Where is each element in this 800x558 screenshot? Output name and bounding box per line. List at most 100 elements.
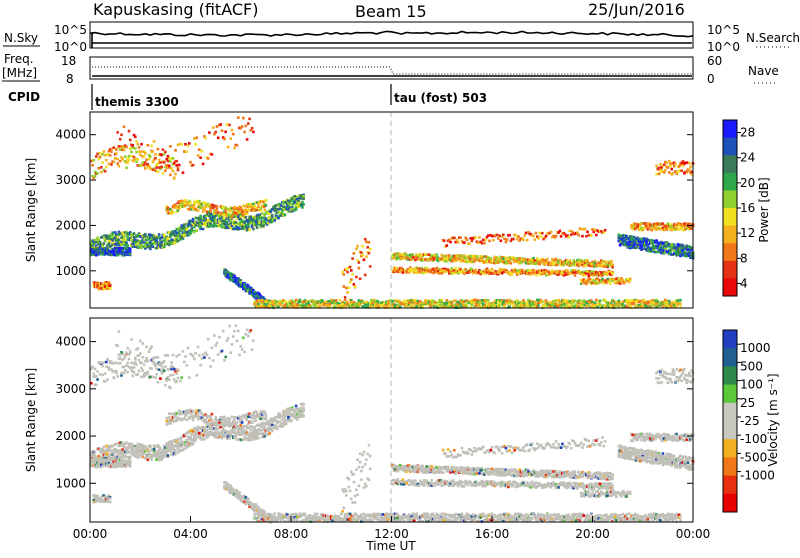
echo-cell bbox=[446, 244, 449, 247]
echo-cell bbox=[242, 117, 245, 120]
echo-cell bbox=[198, 200, 201, 203]
echo-cell bbox=[522, 238, 525, 241]
echo-cell bbox=[197, 209, 200, 212]
echo-cell bbox=[109, 284, 112, 287]
echo-cell bbox=[463, 272, 466, 275]
echo-cell bbox=[370, 299, 373, 302]
echo-cell bbox=[680, 170, 683, 173]
echo-cell bbox=[144, 152, 147, 155]
echo-cell bbox=[231, 129, 234, 132]
echo-cell bbox=[100, 171, 103, 174]
echo-cell bbox=[439, 304, 442, 307]
echo-cell bbox=[193, 231, 196, 234]
echo-cell bbox=[147, 459, 150, 462]
echo-cell bbox=[354, 286, 357, 289]
echo-cell bbox=[539, 263, 542, 266]
echo-cell bbox=[194, 208, 197, 211]
y-tick-label: 1000 bbox=[55, 264, 86, 278]
echo-cell bbox=[164, 151, 167, 154]
echo-cell bbox=[487, 269, 490, 272]
echo-cell bbox=[149, 155, 152, 158]
echo-cell bbox=[535, 274, 538, 277]
echo-cell bbox=[103, 242, 106, 245]
echo-cell bbox=[353, 252, 356, 255]
echo-cell bbox=[503, 305, 506, 308]
echo-cell bbox=[154, 169, 157, 172]
echo-cell bbox=[172, 445, 175, 448]
echo-cell bbox=[140, 164, 143, 167]
echo-cell bbox=[522, 299, 525, 302]
echo-cell bbox=[236, 144, 239, 147]
echo-cell bbox=[497, 237, 500, 240]
echo-cell bbox=[664, 169, 667, 172]
echo-cell bbox=[178, 164, 181, 167]
echo-cell bbox=[424, 253, 427, 256]
echo-cell bbox=[569, 230, 572, 233]
echo-cell bbox=[134, 136, 137, 139]
echo-cell bbox=[604, 229, 607, 232]
echo-cell bbox=[611, 272, 614, 275]
echo-cell bbox=[134, 147, 137, 150]
echo-cell bbox=[98, 455, 101, 458]
echo-cell bbox=[540, 300, 543, 303]
echo-cell bbox=[365, 255, 368, 258]
echo-cell bbox=[523, 234, 526, 237]
echo-cell bbox=[108, 240, 111, 243]
echo-cell bbox=[140, 247, 143, 250]
echo-cell bbox=[414, 299, 417, 302]
velocity-echoes bbox=[90, 325, 694, 524]
colorbar-swatch bbox=[723, 278, 737, 296]
echo-cell bbox=[369, 248, 372, 251]
echo-cell bbox=[281, 208, 284, 211]
echo-cell bbox=[142, 445, 145, 448]
echo-cell bbox=[471, 304, 474, 307]
echo-cell bbox=[137, 143, 140, 146]
echo-cell bbox=[319, 304, 322, 307]
echo-cell bbox=[145, 167, 148, 170]
echo-cell bbox=[111, 445, 114, 448]
echo-cell bbox=[163, 161, 166, 164]
echo-cell bbox=[655, 173, 658, 176]
echo-cell bbox=[588, 304, 591, 307]
echo-cell bbox=[116, 162, 119, 165]
echo-cell bbox=[430, 254, 433, 257]
echo-cell bbox=[273, 208, 276, 211]
echo-cell bbox=[139, 150, 142, 153]
echo-cell bbox=[196, 229, 199, 232]
echo-cell bbox=[140, 143, 143, 146]
echo-cell bbox=[148, 243, 151, 246]
echo-cell bbox=[183, 448, 186, 451]
echo-cell bbox=[355, 276, 358, 279]
echo-cell bbox=[261, 212, 264, 215]
echo-cell bbox=[114, 443, 117, 446]
echo-cell bbox=[359, 277, 362, 280]
echo-cell bbox=[276, 208, 279, 211]
echo-cell bbox=[162, 172, 165, 175]
echo-cell bbox=[196, 137, 199, 140]
echo-cell bbox=[169, 450, 172, 453]
echo-cell bbox=[585, 305, 588, 308]
echo-cell bbox=[125, 441, 128, 444]
echo-cell bbox=[93, 253, 96, 256]
echo-cell bbox=[132, 245, 135, 248]
echo-cell bbox=[356, 259, 359, 262]
echo-cell bbox=[284, 214, 287, 217]
echo-cell bbox=[492, 239, 495, 242]
echo-cell bbox=[295, 207, 298, 210]
echo-cell bbox=[515, 234, 518, 237]
echo-cell bbox=[403, 300, 406, 303]
echo-cell bbox=[428, 253, 431, 256]
echo-cell bbox=[574, 274, 577, 277]
echo-cell bbox=[153, 236, 156, 239]
echo-cell bbox=[149, 234, 152, 237]
echo-cell bbox=[474, 269, 477, 272]
echo-cell bbox=[134, 157, 137, 160]
echo-cell bbox=[223, 217, 226, 220]
echo-cell bbox=[173, 241, 176, 244]
echo-cell bbox=[108, 242, 111, 245]
echo-cell bbox=[218, 221, 221, 224]
echo-cell bbox=[488, 240, 491, 243]
echo-cell bbox=[483, 242, 486, 245]
echo-cell bbox=[124, 155, 127, 158]
echo-cell bbox=[121, 147, 124, 150]
